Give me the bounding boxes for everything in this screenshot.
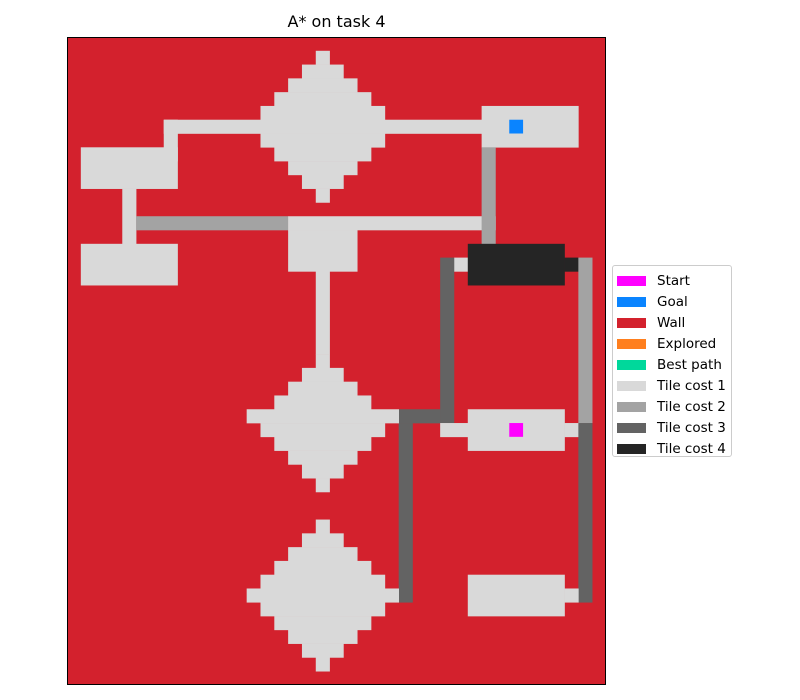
cost1-tile xyxy=(288,78,358,93)
explored-swatch xyxy=(617,338,646,349)
cost1-tile xyxy=(371,119,496,134)
cost1-tile xyxy=(315,478,330,493)
cost2-swatch xyxy=(617,401,646,412)
cost1-tile xyxy=(163,119,275,134)
cost1-tile xyxy=(246,588,399,603)
cost1-tile xyxy=(122,188,137,245)
cost1-tile xyxy=(260,105,386,121)
cost4-tile xyxy=(564,257,579,272)
cost2-tile xyxy=(136,216,289,231)
legend-label-wall: Wall xyxy=(657,314,686,331)
goal-marker xyxy=(509,119,524,134)
start-swatch xyxy=(617,275,646,286)
cost1-tile xyxy=(301,643,344,658)
legend: Start Goal Wall Explored Best path Tile … xyxy=(612,265,732,457)
cost1-tile xyxy=(288,230,358,272)
cost2-tile xyxy=(481,147,496,245)
legend-item-goal: Goal xyxy=(617,291,731,312)
cost1-tile xyxy=(301,464,344,479)
cost1-tile xyxy=(453,257,469,272)
cost1-tile xyxy=(274,436,372,451)
cost1-tile xyxy=(440,423,469,438)
cost1-swatch xyxy=(617,380,646,391)
cost1-tile xyxy=(288,216,496,231)
cost1-tile xyxy=(274,395,372,410)
cost1-tile xyxy=(260,574,386,589)
cost1-tile xyxy=(481,105,579,148)
legend-label-cost1: Tile cost 1 xyxy=(657,377,726,394)
cost4-tile xyxy=(467,243,565,286)
cost1-tile xyxy=(274,616,372,631)
cost1-tile xyxy=(315,519,330,534)
cost1-tile xyxy=(260,423,386,438)
cost1-tile xyxy=(315,50,330,65)
cost1-tile xyxy=(564,588,579,603)
legend-label-start: Start xyxy=(657,272,690,289)
legend-item-best-path: Best path xyxy=(617,354,731,375)
cost1-tile xyxy=(301,367,344,382)
cost1-tile xyxy=(564,423,579,438)
legend-item-wall: Wall xyxy=(617,312,731,333)
cost2-tile xyxy=(578,257,593,424)
goal-swatch xyxy=(617,296,646,307)
legend-item-cost2: Tile cost 2 xyxy=(617,396,731,417)
legend-label-cost3: Tile cost 3 xyxy=(657,419,726,436)
cost3-tile xyxy=(398,423,413,603)
cost1-tile xyxy=(315,354,330,369)
cost1-tile xyxy=(288,161,358,176)
legend-item-explored: Explored xyxy=(617,333,731,354)
cost1-tile xyxy=(260,602,386,617)
legend-label-best-path: Best path xyxy=(657,356,722,373)
cost1-tile xyxy=(288,547,358,562)
legend-label-explored: Explored xyxy=(657,335,717,352)
cost1-tile xyxy=(274,147,372,162)
cost1-tile xyxy=(246,409,399,424)
cost1-tile xyxy=(301,64,344,79)
cost1-tile xyxy=(80,147,178,189)
legend-label-goal: Goal xyxy=(657,293,688,310)
cost3-swatch xyxy=(617,422,646,433)
map-frame xyxy=(67,37,606,685)
legend-item-cost1: Tile cost 1 xyxy=(617,375,731,396)
cost1-tile xyxy=(301,174,344,189)
cost1-tile xyxy=(301,533,344,548)
legend-item-cost3: Tile cost 3 xyxy=(617,417,731,438)
legend-item-start: Start xyxy=(617,270,731,291)
cost1-tile xyxy=(80,243,178,286)
grid-map xyxy=(67,37,606,685)
legend-item-cost4: Tile cost 4 xyxy=(617,438,731,459)
cost4-swatch xyxy=(617,443,646,454)
best-path-swatch xyxy=(617,359,646,370)
cost1-tile xyxy=(315,657,330,672)
cost1-tile xyxy=(288,629,358,644)
legend-label-cost2: Tile cost 2 xyxy=(657,398,726,415)
cost1-tile xyxy=(274,92,372,107)
legend-label-cost4: Tile cost 4 xyxy=(657,440,726,457)
cost1-tile xyxy=(274,560,372,575)
cost1-tile xyxy=(288,381,358,396)
start-marker xyxy=(509,423,524,437)
cost3-tile xyxy=(440,257,455,424)
cost1-tile xyxy=(260,133,386,148)
cost1-tile xyxy=(288,450,358,465)
cost1-tile xyxy=(260,119,386,134)
tiles-layer xyxy=(80,50,593,672)
chart-title: A* on task 4 xyxy=(287,12,386,31)
wall-swatch xyxy=(617,317,646,328)
cost3-tile xyxy=(578,423,593,603)
cost3-tile xyxy=(398,409,441,424)
cost1-tile xyxy=(315,188,330,203)
cost1-tile xyxy=(315,271,330,355)
cost1-tile xyxy=(467,574,565,617)
